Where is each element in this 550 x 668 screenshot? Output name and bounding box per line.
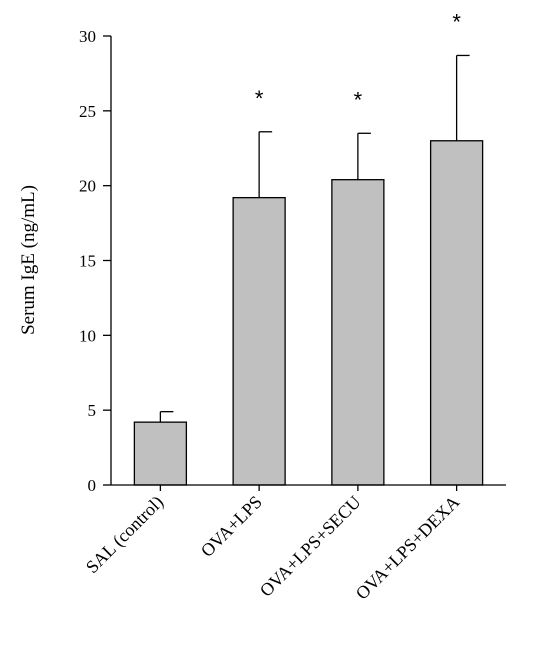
x-axis-category-labels: SAL (control) OVA+LPSOVA+LPS+SECUOVA+LPS+…	[82, 485, 464, 604]
significance-asterisk: *	[452, 9, 461, 34]
y-tick-label: 10	[79, 326, 96, 345]
bar	[232, 196, 286, 486]
y-tick-label: 15	[79, 252, 96, 271]
error-bar	[258, 131, 273, 198]
category-label: OVA+LPS+SECU	[256, 492, 365, 601]
y-tick-label: 30	[79, 27, 96, 46]
bar	[133, 421, 188, 486]
category-label: OVA+LPS+DEXA	[352, 492, 464, 604]
error-bar	[159, 411, 174, 423]
y-axis-ticks: 0 5 10 15 20 25 30	[79, 27, 111, 495]
error-bars	[159, 54, 470, 423]
y-tick-label: 20	[79, 177, 96, 196]
y-tick-label: 0	[88, 476, 97, 495]
y-axis-title: Serum IgE (ng/mL)	[18, 185, 39, 335]
y-tick-label: 5	[88, 401, 97, 420]
significance-asterisk: *	[255, 86, 264, 111]
category-label: SAL (control)	[82, 492, 168, 578]
bar	[331, 179, 385, 486]
error-bar	[455, 54, 470, 141]
y-tick-label: 25	[79, 102, 96, 121]
significance-markers: * * *	[255, 9, 462, 112]
category-label: OVA+LPS	[197, 492, 266, 561]
significance-asterisk: *	[354, 87, 363, 112]
bars	[133, 140, 484, 486]
bar	[429, 140, 484, 486]
error-bar	[357, 132, 371, 180]
